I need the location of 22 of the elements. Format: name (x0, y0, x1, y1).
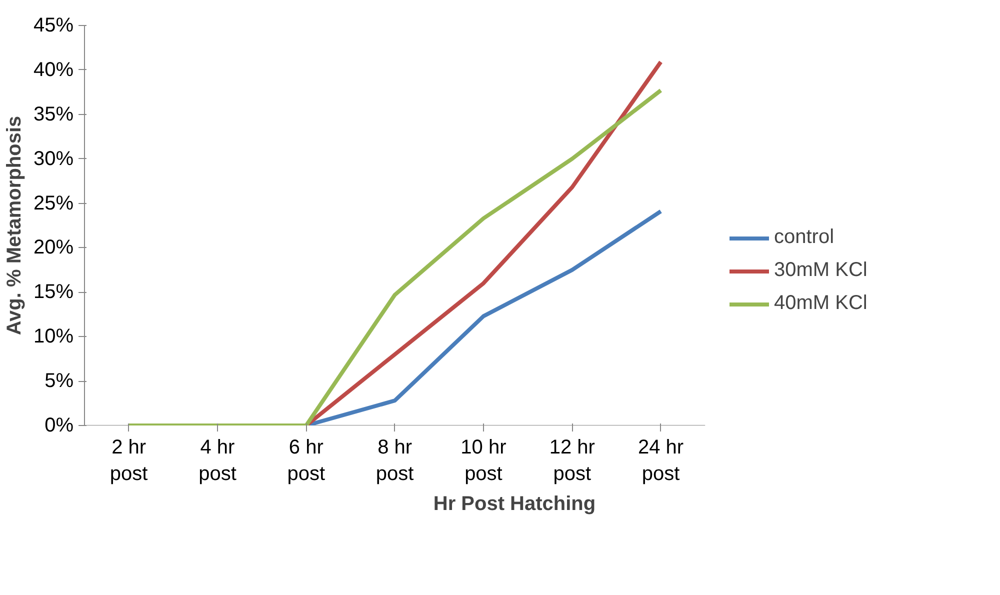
x-tick-label: 2 hr post (110, 436, 148, 485)
x-tick-label: 4 hr post (198, 436, 237, 485)
y-tick-label: 35% (33, 103, 74, 126)
legend-label: control (774, 226, 834, 249)
y-tick-label: 0% (44, 414, 74, 436)
x-tick-label: 8 hr post (376, 436, 414, 485)
x-tick-label: 24 hr post (638, 436, 684, 485)
x-axis-title: Hr Post Hatching (433, 492, 596, 515)
y-axis-title: Avg. % Metamorphosis (3, 116, 26, 336)
y-tick-label: 15% (33, 281, 74, 304)
x-tick-label: 12 hr post (549, 436, 596, 485)
y-tick-label: 5% (44, 370, 74, 392)
y-tick-label: 30% (33, 148, 74, 170)
y-tick-label: 10% (33, 326, 74, 348)
x-tick-label: 6 hr post (287, 436, 326, 485)
y-tick-label: 25% (33, 192, 74, 214)
x-tick-label: 10 hr post (460, 436, 507, 485)
y-tick-label: 45% (33, 14, 74, 36)
legend-label: 30mM KCl (774, 259, 868, 282)
y-tick-label: 20% (33, 236, 74, 259)
y-tick-label: 40% (33, 58, 74, 81)
legend-label: 40mM KCl (774, 292, 868, 315)
